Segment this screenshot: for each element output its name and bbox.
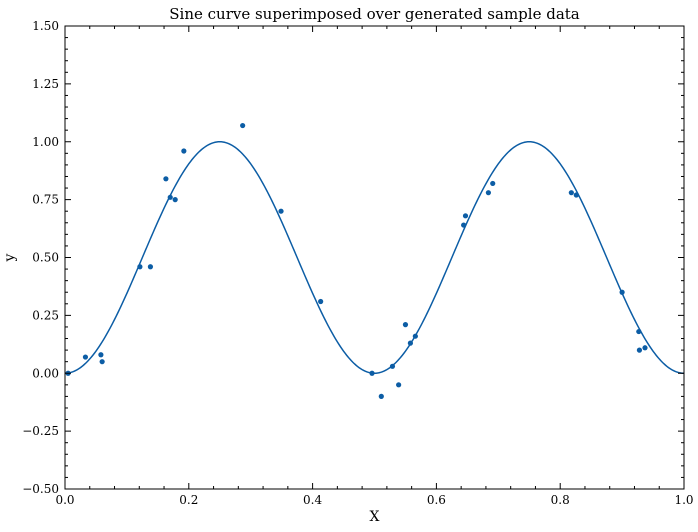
data-point [278,208,284,214]
y-tick-label: 0.00 [32,366,59,380]
y-tick-label: 1.50 [32,19,59,33]
data-point [636,328,642,335]
data-point [490,180,496,187]
chart-title: Sine curve superimposed over generated s… [169,5,580,23]
data-point [137,264,143,270]
data-point [407,340,413,346]
y-tick-label: −0.25 [22,424,59,438]
data-point [167,194,173,200]
ticks-layer: 0.0 0.2 0.4 0.6 0.8 1.0 −0.50 −0.25 0.00 0.25 0.50… [22,19,693,507]
curve-layer [64,140,685,375]
y-tick-label: 1.00 [32,135,59,149]
data-point [181,148,187,154]
sine-curve [64,140,685,375]
data-point [461,222,467,228]
data-point [172,197,178,203]
points-layer [65,122,648,399]
data-point [412,333,418,339]
data-point [147,264,154,270]
data-point [240,122,246,129]
x-axis-label: X [370,509,380,525]
y-tick-label: 0.50 [32,251,59,265]
data-point [378,393,384,399]
data-point [369,370,375,376]
x-tick-label: 0.8 [551,493,570,507]
data-point [619,289,625,295]
data-point [642,345,648,351]
data-point [462,213,469,219]
data-point [99,359,105,365]
y-tick-label: −0.50 [22,482,59,496]
data-point [573,192,579,198]
x-tick-label: 0.4 [303,493,322,507]
x-tick-label: 1.0 [674,493,693,507]
data-point [389,363,396,369]
x-tick-label: 0.6 [427,493,446,507]
data-point [396,382,402,388]
data-point [98,352,104,358]
x-tick-label: 0.0 [55,493,74,507]
data-point [402,322,409,328]
y-axis-label: y [2,253,18,262]
data-point [318,298,324,305]
data-point [82,354,89,360]
data-point [636,347,643,353]
x-tick-label: 0.2 [179,493,198,507]
data-point [163,176,169,182]
y-tick-label: 1.25 [32,77,59,91]
data-point [568,190,574,196]
plot-frame [64,25,685,490]
y-tick-label: 0.75 [32,193,59,207]
y-tick-label: 0.25 [32,308,59,322]
data-point [485,190,491,196]
